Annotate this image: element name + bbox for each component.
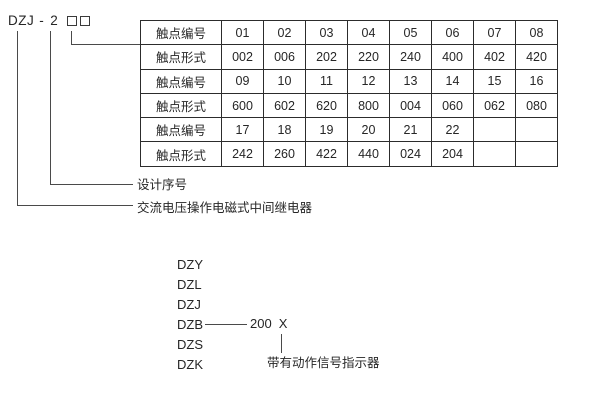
table-cell bbox=[473, 117, 516, 143]
table-cell: 13 bbox=[389, 68, 432, 94]
table-cell: 602 bbox=[263, 92, 306, 119]
table-cell bbox=[515, 117, 558, 143]
table-cell: 006 bbox=[263, 44, 306, 70]
callout-line-boxes-horizontal bbox=[71, 44, 140, 45]
callout-line-design-horizontal bbox=[50, 184, 133, 185]
table-cell: 220 bbox=[347, 44, 390, 70]
table-cell: 260 bbox=[263, 141, 306, 167]
table-cell: 422 bbox=[305, 141, 348, 167]
table-cell: 19 bbox=[305, 117, 348, 143]
table-cell: 080 bbox=[515, 92, 558, 119]
table-cell: 21 bbox=[389, 117, 432, 143]
table-cell: 062 bbox=[473, 92, 516, 119]
dzb-connector-line bbox=[205, 324, 247, 325]
row-header-contact-number: 触点编号 bbox=[140, 19, 222, 46]
table-cell: 04 bbox=[347, 19, 390, 46]
table-cell: 07 bbox=[473, 19, 516, 46]
table-cell: 800 bbox=[347, 92, 390, 119]
table-cell: 620 bbox=[305, 92, 348, 119]
table-cell: 03 bbox=[305, 19, 348, 46]
table-row: 触点形式 600 602 620 800 004 060 062 080 bbox=[140, 92, 558, 119]
table-cell: 420 bbox=[515, 44, 558, 70]
model-family-item-dzb: DZB bbox=[177, 317, 203, 332]
table-cell: 242 bbox=[221, 141, 264, 167]
table-cell: 20 bbox=[347, 117, 390, 143]
dzb-value: 200 X bbox=[250, 314, 287, 334]
table-cell: 002 bbox=[221, 44, 264, 70]
table-cell: 600 bbox=[221, 92, 264, 119]
table-row: 触点形式 242 260 422 440 024 204 bbox=[140, 141, 558, 167]
table-cell: 22 bbox=[431, 117, 474, 143]
indicator-connector-line bbox=[281, 334, 282, 353]
table-cell bbox=[473, 141, 516, 167]
callout-line-design-vertical bbox=[50, 31, 51, 184]
table-cell: 05 bbox=[389, 19, 432, 46]
table-cell: 06 bbox=[431, 19, 474, 46]
table-cell: 402 bbox=[473, 44, 516, 70]
table-cell: 400 bbox=[431, 44, 474, 70]
table-cell: 240 bbox=[389, 44, 432, 70]
design-serial-label: 设计序号 bbox=[137, 178, 188, 192]
model-separator: - bbox=[39, 13, 45, 28]
dzb-code: 200 bbox=[250, 316, 272, 331]
table-cell: 10 bbox=[263, 68, 306, 94]
table-row: 触点形式 002 006 202 220 240 400 402 420 bbox=[140, 44, 558, 70]
dzb-placeholder-x: X bbox=[278, 316, 288, 331]
model-design-number: 2 bbox=[50, 13, 59, 28]
table-cell: 024 bbox=[389, 141, 432, 167]
callout-line-boxes-vertical bbox=[71, 31, 72, 44]
table-cell bbox=[515, 141, 558, 167]
callout-line-relay-horizontal bbox=[17, 205, 133, 206]
row-header-contact-number: 触点编号 bbox=[140, 68, 222, 94]
table-cell: 004 bbox=[389, 92, 432, 119]
table-cell: 202 bbox=[305, 44, 348, 70]
model-family-item-dzj: DZJ bbox=[177, 297, 201, 312]
model-family-item-dzl: DZL bbox=[177, 277, 202, 292]
model-family-item-dzs: DZS bbox=[177, 337, 203, 352]
model-placeholder-box-1 bbox=[67, 15, 78, 26]
model-prefix: DZJ bbox=[8, 13, 35, 28]
table-cell: 060 bbox=[431, 92, 474, 119]
model-family-list: DZY DZL DZJ DZB DZS DZK bbox=[177, 255, 203, 375]
table-cell: 11 bbox=[305, 68, 348, 94]
model-family-item-dzy: DZY bbox=[177, 257, 203, 272]
contact-table-body: 触点编号 01 02 03 04 05 06 07 08 触点形式 002 006 202 220 240 4… bbox=[140, 19, 558, 167]
table-row: 触点编号 09 10 11 12 13 14 15 16 bbox=[140, 68, 558, 94]
table-cell: 01 bbox=[221, 19, 264, 46]
model-placeholder-box-2 bbox=[80, 15, 91, 26]
model-code: DZJ - 2 bbox=[8, 13, 91, 28]
relay-type-label: 交流电压操作电磁式中间继电器 bbox=[137, 201, 313, 215]
table-cell: 18 bbox=[263, 117, 306, 143]
row-header-contact-form: 触点形式 bbox=[140, 44, 222, 70]
table-cell: 15 bbox=[473, 68, 516, 94]
contact-code-table: 触点编号 01 02 03 04 05 06 07 08 触点形式 002 006 202 220 240 4… bbox=[140, 19, 558, 167]
table-cell: 17 bbox=[221, 117, 264, 143]
table-cell: 16 bbox=[515, 68, 558, 94]
table-cell: 08 bbox=[515, 19, 558, 46]
callout-line-relay-vertical bbox=[17, 31, 18, 205]
table-row: 触点编号 17 18 19 20 21 22 bbox=[140, 117, 558, 143]
row-header-contact-number: 触点编号 bbox=[140, 117, 222, 143]
indicator-label: 带有动作信号指示器 bbox=[267, 356, 380, 370]
model-family-item-dzk: DZK bbox=[177, 357, 203, 372]
table-cell: 440 bbox=[347, 141, 390, 167]
table-cell: 09 bbox=[221, 68, 264, 94]
table-cell: 02 bbox=[263, 19, 306, 46]
table-cell: 204 bbox=[431, 141, 474, 167]
row-header-contact-form: 触点形式 bbox=[140, 141, 222, 167]
table-cell: 12 bbox=[347, 68, 390, 94]
table-row: 触点编号 01 02 03 04 05 06 07 08 bbox=[140, 19, 558, 46]
table-cell: 14 bbox=[431, 68, 474, 94]
row-header-contact-form: 触点形式 bbox=[140, 92, 222, 119]
